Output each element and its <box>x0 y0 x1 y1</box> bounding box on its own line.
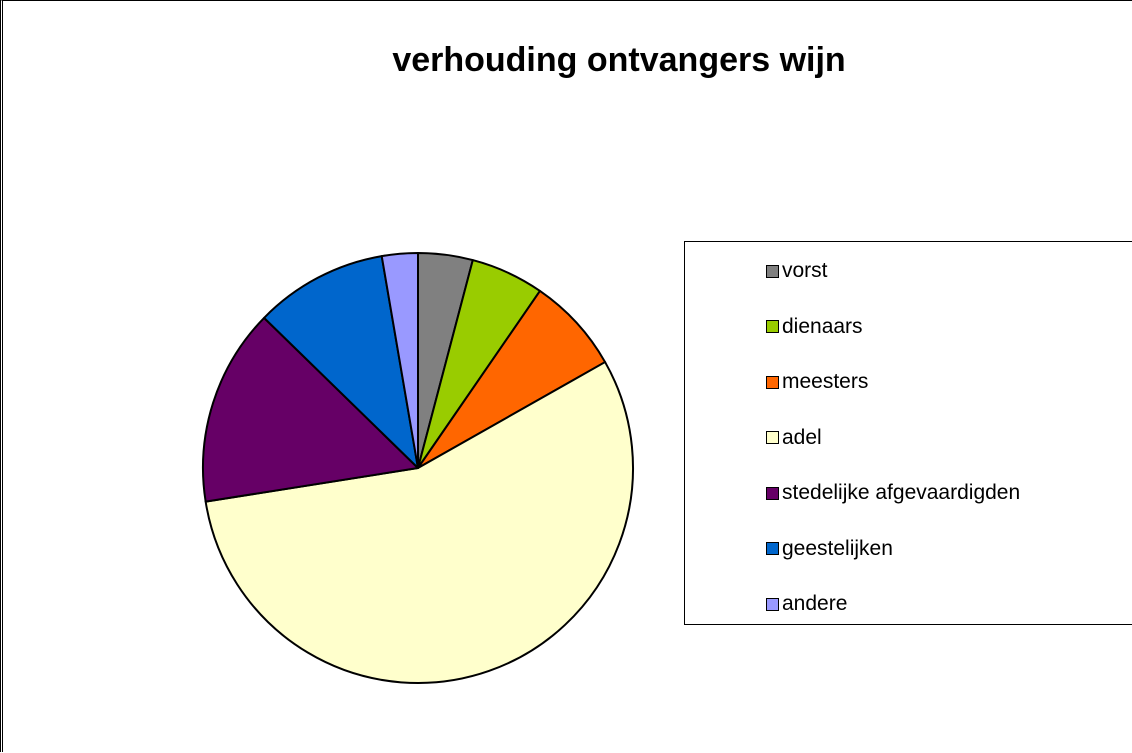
pie-chart <box>202 252 634 685</box>
legend-swatch-meesters <box>766 375 779 389</box>
legend-swatch-geestelijken <box>766 542 779 555</box>
legend-label-vorst: vorst <box>782 259 828 282</box>
pie-slice-stedelijke-afgevaardigden <box>202 316 419 503</box>
legend-swatch-andere <box>766 597 779 611</box>
legend-item-andere: andere <box>766 592 847 616</box>
legend-swatch-vorst <box>766 264 779 278</box>
legend-label-adel: adel <box>782 425 822 449</box>
pie-slice-andere <box>380 252 419 469</box>
pie-slice-geestelijken <box>263 255 419 469</box>
legend: vorst dienaars meesters adel stedelijke … <box>684 241 1132 625</box>
chart-title: verhouding ontvangers wijn <box>392 41 846 79</box>
legend-swatch-stedelijke-afgevaardigden <box>766 486 779 500</box>
legend-item-vorst: vorst <box>766 259 828 283</box>
legend-label-andere: andere <box>782 592 848 615</box>
legend-item-stedelijke-afgevaardigden: stedelijke afgevaardigden <box>766 481 1020 505</box>
legend-label-geestelijken: geestelijken <box>782 536 893 560</box>
legend-label-stedelijke-afgevaardigden: stedelijke afgevaardigden <box>782 481 1021 504</box>
legend-item-meesters: meesters <box>766 370 868 394</box>
legend-label-meesters: meesters <box>782 370 869 393</box>
legend-swatch-dienaars <box>766 320 779 333</box>
legend-swatch-adel <box>766 431 779 444</box>
pie-slice-adel <box>204 361 634 685</box>
legend-item-dienaars: dienaars <box>766 315 863 339</box>
legend-label-dienaars: dienaars <box>782 314 863 338</box>
legend-item-geestelijken: geestelijken <box>766 537 893 561</box>
legend-item-adel: adel <box>766 426 822 450</box>
